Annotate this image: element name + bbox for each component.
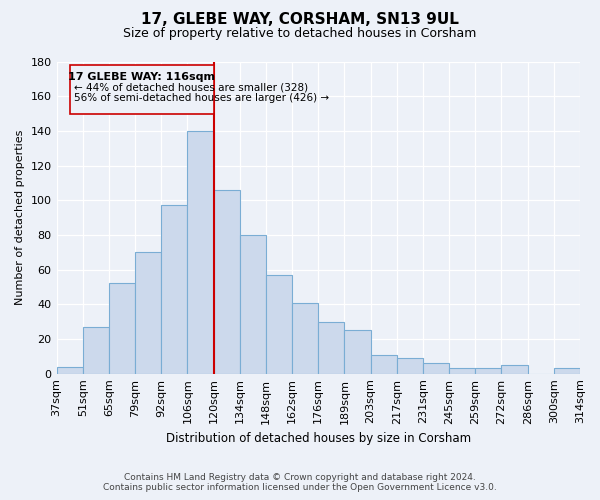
Text: 17 GLEBE WAY: 116sqm: 17 GLEBE WAY: 116sqm [68, 72, 215, 82]
Bar [240, 235, 266, 374]
Bar [423, 364, 449, 374]
Bar [371, 354, 397, 374]
X-axis label: Distribution of detached houses by size in Corsham: Distribution of detached houses by size … [166, 432, 471, 445]
Bar [214, 190, 240, 374]
Bar [397, 358, 423, 374]
Bar [292, 302, 318, 374]
Bar [266, 275, 292, 374]
Bar [344, 330, 371, 374]
Y-axis label: Number of detached properties: Number of detached properties [15, 130, 25, 306]
Bar [318, 322, 344, 374]
Text: 17, GLEBE WAY, CORSHAM, SN13 9UL: 17, GLEBE WAY, CORSHAM, SN13 9UL [141, 12, 459, 28]
Bar [554, 368, 580, 374]
Bar [109, 284, 135, 374]
Bar [56, 366, 83, 374]
Text: 56% of semi-detached houses are larger (426) →: 56% of semi-detached houses are larger (… [74, 92, 329, 102]
FancyBboxPatch shape [70, 65, 214, 114]
Bar [135, 252, 161, 374]
Bar [83, 327, 109, 374]
Bar [187, 131, 214, 374]
Text: Contains HM Land Registry data © Crown copyright and database right 2024.
Contai: Contains HM Land Registry data © Crown c… [103, 473, 497, 492]
Text: ← 44% of detached houses are smaller (328): ← 44% of detached houses are smaller (32… [74, 82, 308, 92]
Bar [449, 368, 475, 374]
Bar [475, 368, 502, 374]
Text: Size of property relative to detached houses in Corsham: Size of property relative to detached ho… [124, 28, 476, 40]
Bar [502, 365, 527, 374]
Bar [161, 206, 187, 374]
